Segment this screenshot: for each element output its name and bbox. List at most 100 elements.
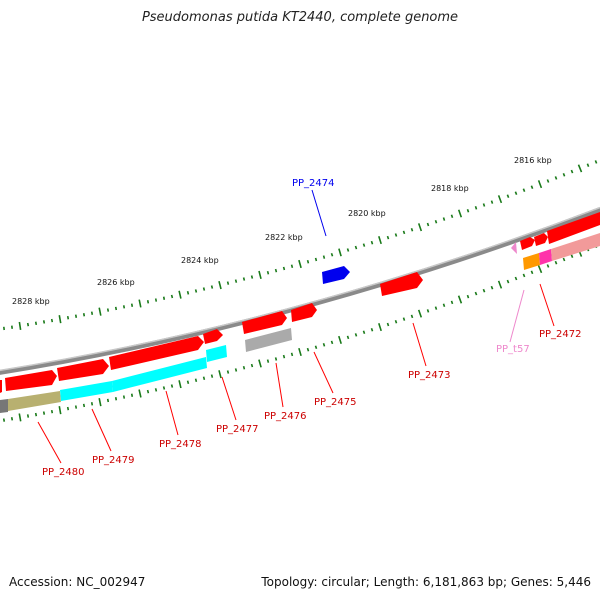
- leader-PP_2474: [311, 189, 327, 237]
- leader-PP_t57: [509, 289, 525, 343]
- inner-tick: [234, 368, 238, 372]
- cog-cyan-c: [206, 345, 227, 362]
- inner-tick: [314, 345, 318, 350]
- inner-tick: [457, 295, 463, 304]
- inner-tick: [210, 374, 214, 378]
- outer-tick: [497, 195, 503, 204]
- inner-tick: [298, 347, 302, 357]
- outer-tick: [90, 311, 94, 315]
- gene-arrow-PP_2477: [203, 329, 223, 344]
- outer-tick: [314, 257, 318, 262]
- outer-tick: [18, 321, 22, 331]
- inner-tick: [322, 343, 326, 347]
- inner-tick: [442, 303, 446, 308]
- cog-cyan-b: [112, 357, 207, 392]
- inner-tick: [202, 376, 206, 380]
- outer-tick: [562, 173, 566, 177]
- inner-tick: [378, 323, 382, 332]
- outer-tick: [354, 245, 358, 250]
- outer-tick: [490, 200, 494, 204]
- inner-tick: [338, 335, 342, 344]
- outer-tick: [522, 188, 526, 192]
- inner-tick: [426, 309, 430, 313]
- inner-tick: [434, 306, 438, 310]
- outer-tick: [114, 306, 118, 311]
- inner-tick: [570, 254, 574, 258]
- inner-tick: [226, 370, 230, 374]
- gene-arrow-PP_2473: [380, 272, 423, 296]
- outer-tick: [74, 314, 78, 318]
- inner-tick: [450, 300, 454, 305]
- inner-tick: [402, 317, 406, 321]
- outer-tick: [250, 275, 254, 279]
- inner-tick: [417, 309, 423, 318]
- outer-tick: [106, 308, 110, 312]
- inner-tick: [122, 395, 126, 399]
- inner-tick: [34, 412, 38, 417]
- inner-tick: [466, 294, 470, 299]
- outer-tick: [370, 240, 374, 245]
- gene-arrow-PP_2478: [109, 336, 204, 370]
- outer-tick: [434, 220, 438, 224]
- inner-tick: [250, 363, 254, 368]
- outer-tick: [274, 268, 278, 273]
- outer-tick: [154, 298, 158, 302]
- inner-tick-ring: [2, 244, 598, 422]
- cog-orange: [523, 253, 540, 270]
- outer-tick: [266, 271, 270, 275]
- gene-arrows-forward: [0, 212, 600, 393]
- outer-tick: [50, 318, 54, 323]
- cog-gray-left: [0, 399, 8, 413]
- gene-arrow-PP_2476: [242, 311, 287, 334]
- gene-arrow-PP_t57: [511, 242, 517, 254]
- inner-tick: [514, 276, 518, 281]
- leader-PP_2477: [221, 376, 237, 421]
- outer-tick: [194, 289, 198, 293]
- inner-tick: [170, 384, 174, 388]
- leader-PP_2480: [37, 421, 62, 464]
- outer-tick: [218, 281, 222, 290]
- outer-tick: [298, 259, 302, 269]
- gene-arrow-PP_2480: [5, 370, 57, 391]
- outer-tick: [26, 322, 30, 327]
- inner-tick: [482, 288, 486, 293]
- outer-tick: [226, 281, 230, 285]
- inner-tick: [50, 409, 54, 414]
- outer-tick: [282, 266, 286, 271]
- outer-tick: [322, 255, 326, 259]
- outer-tick: [66, 315, 70, 320]
- inner-tick: [282, 354, 286, 359]
- inner-tick: [506, 279, 510, 284]
- inner-tick: [98, 398, 102, 407]
- outer-tick: [457, 209, 463, 218]
- outer-tick: [290, 264, 294, 268]
- tick-label-2820: 2820 kbp: [348, 209, 386, 218]
- outer-tick: [234, 279, 238, 283]
- outer-tick: [82, 313, 86, 317]
- cog-pink: [551, 233, 600, 261]
- inner-tick: [330, 340, 334, 345]
- outer-tick: [530, 185, 534, 189]
- outer-tick: [417, 223, 423, 232]
- inner-tick: [362, 330, 366, 335]
- inner-tick: [162, 386, 166, 390]
- inner-tick: [154, 388, 158, 392]
- gene-label-PP_2476: PP_2476: [264, 411, 307, 422]
- gene-label-PP_2473: PP_2473: [408, 370, 451, 381]
- inner-tick: [186, 380, 190, 384]
- outer-tick: [570, 169, 574, 174]
- inner-tick: [386, 322, 390, 327]
- tick-label-2826: 2826 kbp: [97, 278, 135, 287]
- inner-tick: [394, 320, 398, 324]
- outer-tick: [170, 294, 174, 299]
- inner-tick: [74, 405, 78, 409]
- genome-summary: Topology: circular; Length: 6,181,863 bp…: [261, 575, 591, 589]
- inner-tick: [178, 380, 182, 389]
- outer-tick: [210, 285, 214, 289]
- inner-tick: [354, 333, 358, 337]
- outer-tick-ring: [3, 160, 598, 331]
- outer-tick: [577, 164, 583, 173]
- leader-PP_2475: [313, 351, 334, 394]
- inner-tick: [266, 359, 270, 363]
